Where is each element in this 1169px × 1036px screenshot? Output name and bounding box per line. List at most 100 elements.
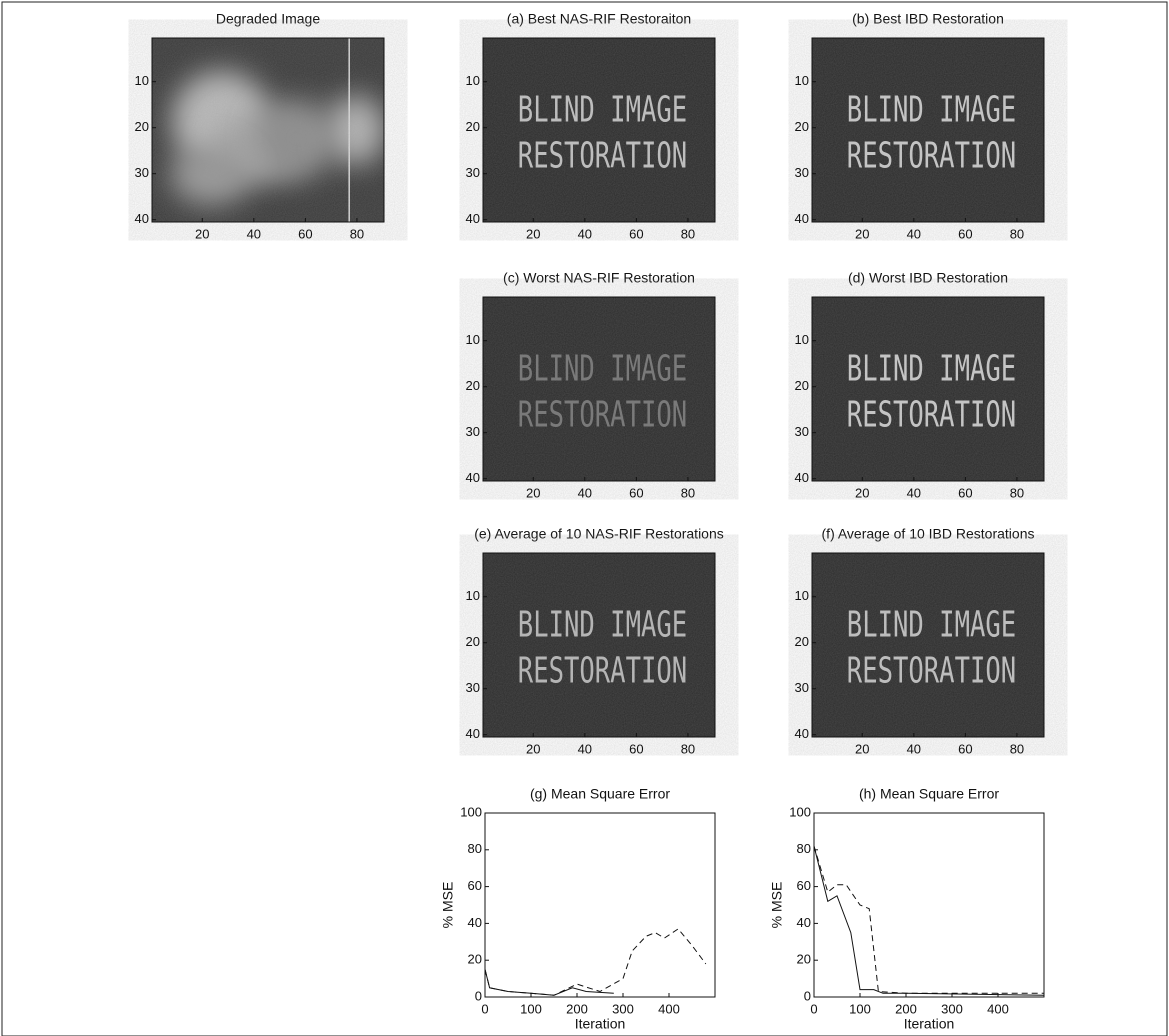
y-tick-label: 40 xyxy=(135,211,149,226)
y-tick-label: 20 xyxy=(466,119,480,134)
x-tick-label: 20 xyxy=(526,741,540,756)
y-axis-label: % MSE xyxy=(440,882,456,929)
y-tick-label: 10 xyxy=(795,588,809,603)
x-tick-label: 60 xyxy=(298,226,312,241)
y-tick-label: 10 xyxy=(795,73,809,88)
y-tick-label: 30 xyxy=(795,680,809,695)
x-tick-label: 0 xyxy=(481,1001,488,1016)
y-tick-label: 10 xyxy=(466,332,480,347)
panel-title: (c) Worst NAS-RIF Restoration xyxy=(503,270,695,286)
panel-title: (h) Mean Square Error xyxy=(859,786,999,802)
x-tick-label: 60 xyxy=(629,485,643,500)
x-tick-label: 80 xyxy=(1010,226,1024,241)
y-tick-label: 40 xyxy=(795,726,809,741)
x-tick-label: 60 xyxy=(629,226,643,241)
image-text: BLIND IMAGE xyxy=(518,90,687,131)
y-tick-label: 10 xyxy=(795,332,809,347)
mse-line xyxy=(485,969,614,995)
x-tick-label: 60 xyxy=(629,741,643,756)
image-text: BLIND IMAGE xyxy=(518,605,687,646)
image-text: RESTORATION xyxy=(847,651,1016,692)
x-tick-label: 0 xyxy=(810,1001,817,1016)
x-tick-label: 40 xyxy=(578,226,592,241)
x-tick-label: 20 xyxy=(855,226,869,241)
panel-title: (b) Best IBD Restoration xyxy=(852,11,1004,27)
y-tick-label: 100 xyxy=(789,804,811,819)
x-tick-label: 80 xyxy=(350,226,364,241)
y-tick-label: 30 xyxy=(795,165,809,180)
y-tick-label: 30 xyxy=(466,424,480,439)
y-tick-label: 30 xyxy=(466,165,480,180)
y-tick-label: 40 xyxy=(466,211,480,226)
y-tick-label: 10 xyxy=(466,588,480,603)
panel-title: (a) Best NAS-RIF Restoraiton xyxy=(507,11,691,27)
x-tick-label: 80 xyxy=(1010,485,1024,500)
y-tick-label: 40 xyxy=(466,470,480,485)
x-tick-label: 300 xyxy=(612,1001,634,1016)
x-tick-label: 100 xyxy=(520,1001,542,1016)
x-tick-label: 40 xyxy=(578,741,592,756)
y-tick-label: 80 xyxy=(797,841,811,856)
y-tick-label: 60 xyxy=(468,878,482,893)
image-text: BLIND IMAGE xyxy=(847,349,1016,390)
y-tick-label: 20 xyxy=(797,952,811,967)
y-tick-label: 0 xyxy=(804,988,811,1003)
x-tick-label: 100 xyxy=(849,1001,871,1016)
x-tick-label: 80 xyxy=(681,741,695,756)
x-tick-label: 60 xyxy=(958,226,972,241)
image-text: RESTORATION xyxy=(847,136,1016,177)
panel-title: (f) Average of 10 IBD Restorations xyxy=(822,526,1035,542)
image-text: BLIND IMAGE xyxy=(847,90,1016,131)
image-text: RESTORATION xyxy=(518,651,687,692)
image-text: RESTORATION xyxy=(847,395,1016,436)
image-text: RESTORATION xyxy=(518,136,687,177)
y-tick-label: 20 xyxy=(466,634,480,649)
axes-box xyxy=(814,813,1044,997)
panel-title: (d) Worst IBD Restoration xyxy=(848,270,1008,286)
y-tick-label: 40 xyxy=(797,915,811,930)
y-axis-label: % MSE xyxy=(769,882,785,929)
y-tick-label: 10 xyxy=(135,73,149,88)
y-tick-label: 20 xyxy=(468,952,482,967)
y-tick-label: 40 xyxy=(468,915,482,930)
mse-line xyxy=(485,929,706,995)
x-tick-label: 20 xyxy=(855,485,869,500)
y-tick-label: 30 xyxy=(795,424,809,439)
x-tick-label: 200 xyxy=(895,1001,917,1016)
x-tick-label: 20 xyxy=(855,741,869,756)
image-text: RESTORATION xyxy=(518,395,687,436)
y-tick-label: 20 xyxy=(795,634,809,649)
panel-title: (g) Mean Square Error xyxy=(530,786,670,802)
x-tick-label: 20 xyxy=(526,226,540,241)
x-tick-label: 400 xyxy=(658,1001,680,1016)
y-tick-label: 30 xyxy=(466,680,480,695)
x-tick-label: 40 xyxy=(247,226,261,241)
x-axis-label: Iteration xyxy=(904,1016,955,1032)
axes-box xyxy=(485,813,715,997)
x-tick-label: 80 xyxy=(1010,741,1024,756)
x-tick-label: 40 xyxy=(907,485,921,500)
image-text: BLIND IMAGE xyxy=(847,605,1016,646)
y-tick-label: 30 xyxy=(135,165,149,180)
x-tick-label: 300 xyxy=(941,1001,963,1016)
y-tick-label: 80 xyxy=(468,841,482,856)
x-tick-label: 20 xyxy=(195,226,209,241)
y-tick-label: 20 xyxy=(795,119,809,134)
y-tick-label: 20 xyxy=(135,119,149,134)
x-tick-label: 40 xyxy=(907,226,921,241)
y-tick-label: 10 xyxy=(466,73,480,88)
figure: Degraded Image 20 40 60 80 10 20 30 40 (a) Best N… xyxy=(0,0,1169,1036)
x-tick-label: 60 xyxy=(958,741,972,756)
x-tick-label: 40 xyxy=(907,741,921,756)
x-tick-label: 80 xyxy=(681,226,695,241)
y-tick-label: 60 xyxy=(797,878,811,893)
mse-line xyxy=(814,846,1044,995)
x-tick-label: 60 xyxy=(958,485,972,500)
x-tick-label: 80 xyxy=(681,485,695,500)
y-tick-label: 40 xyxy=(466,726,480,741)
y-tick-label: 100 xyxy=(460,804,482,819)
x-tick-label: 40 xyxy=(578,485,592,500)
y-tick-label: 40 xyxy=(795,211,809,226)
panel-title: Degraded Image xyxy=(216,11,321,27)
x-tick-label: 200 xyxy=(566,1001,588,1016)
